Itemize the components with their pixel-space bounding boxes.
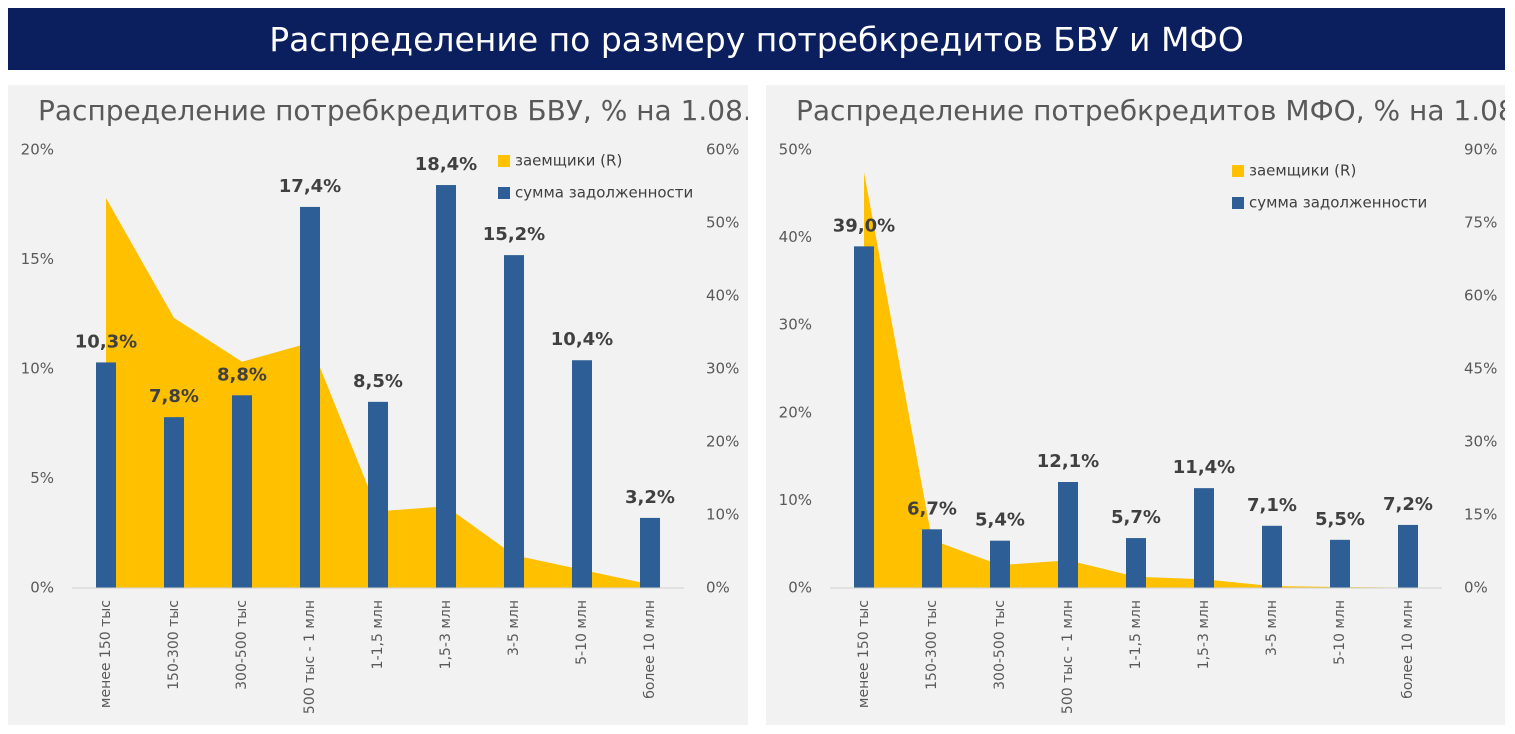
y-tick-label: 15% [21,250,54,268]
bar [232,395,252,588]
data-label: 7,8% [149,386,199,407]
legend-label: заемщики (R) [1249,162,1356,180]
chart-title: Распределение потребкредитов БВУ, % на 1… [38,94,748,127]
legend-label: сумма задолженности [1249,194,1427,212]
x-tick-label: более 10 млн [642,600,658,699]
data-label: 7,1% [1247,495,1297,516]
data-label: 8,8% [217,364,267,385]
y2-tick-label: 0% [706,579,730,597]
bar [572,360,592,588]
chart: Распределение потребкредитов БВУ, % на 1… [21,94,820,714]
x-tick-label: 500 тыс - 1 млн [1060,600,1076,714]
data-label: 8,5% [353,371,403,392]
x-tick-label: 5-10 млн [574,600,590,665]
y-tick-label: 30% [779,316,812,334]
data-label: 6,7% [907,498,957,519]
y2-tick-label: 10% [706,506,739,524]
y-tick-label: 0% [30,579,54,597]
x-tick-label: 1-1,5 млн [370,600,386,669]
bar [300,206,320,588]
data-label: 5,5% [1315,509,1365,530]
y2-tick-label: 60% [1464,287,1497,305]
x-tick-label: 150-300 тыс [166,600,182,690]
chart-panel: Распределение потребкредитов МФО, % на 1… [766,85,1515,725]
bar [1126,538,1146,588]
chart: Распределение потребкредитов МФО, % на 1… [779,94,1515,714]
y2-tick-label: 90% [1464,141,1497,159]
x-tick-label: более 10 млн [1400,600,1416,699]
legend-swatch [498,155,510,167]
x-tick-label: 3-5 млн [506,600,522,656]
bar [1058,482,1078,588]
data-label: 7,2% [1383,494,1433,515]
legend-swatch [1232,165,1244,177]
bar [96,362,116,588]
data-label: 10,4% [551,329,613,350]
bar [640,517,660,588]
bar [504,255,524,588]
y-tick-label: 10% [21,360,54,378]
data-label: 5,4% [975,510,1025,531]
x-tick-label: 5-10 млн [1332,600,1348,665]
y2-tick-label: 30% [1464,433,1497,451]
x-tick-label: 500 тыс - 1 млн [302,600,318,714]
data-label: 17,4% [279,176,341,197]
data-label: 15,2% [483,224,545,245]
bar [854,246,874,589]
chart-panel: Распределение потребкредитов БВУ, % на 1… [8,85,820,725]
y2-tick-label: 0% [1464,579,1488,597]
x-tick-label: 1,5-3 млн [1196,600,1212,669]
y2-tick-label: 30% [706,360,739,378]
header-title: Распределение по размеру потребкредитов … [8,8,1505,70]
x-tick-label: 150-300 тыс [924,600,940,690]
bar [1330,539,1350,588]
y-tick-label: 20% [21,141,54,159]
y-tick-label: 10% [779,491,812,509]
y2-tick-label: 15% [1464,506,1497,524]
bar [368,401,388,588]
y2-tick-label: 40% [706,287,739,305]
legend-swatch [498,187,510,199]
x-tick-label: 1,5-3 млн [438,600,454,669]
data-label: 5,7% [1111,507,1161,528]
data-label: 3,2% [625,487,675,508]
x-tick-label: 300-500 тыс [234,600,250,690]
bar [1262,525,1282,588]
bar [922,529,942,588]
y2-tick-label: 50% [706,214,739,232]
data-label: 18,4% [415,154,477,175]
bar [164,417,184,588]
x-tick-label: менее 150 тыс [98,600,114,708]
y-tick-label: 5% [30,469,54,487]
bar [990,540,1010,588]
area [864,172,1408,588]
y-tick-label: 20% [779,403,812,421]
bar [436,185,456,588]
data-label: 12,1% [1037,451,1099,472]
x-tick-label: 1-1,5 млн [1128,600,1144,669]
x-tick-label: 3-5 млн [1264,600,1280,656]
y-tick-label: 0% [788,579,812,597]
x-tick-label: менее 150 тыс [856,600,872,708]
data-label: 39,0% [833,215,895,236]
legend-label: заемщики (R) [515,152,622,170]
bar [1398,524,1418,588]
legend-label: сумма задолженности [515,184,693,202]
y-tick-label: 50% [779,141,812,159]
data-label: 10,3% [75,331,137,352]
chart-title: Распределение потребкредитов МФО, % на 1… [796,94,1505,127]
legend-swatch [1232,197,1244,209]
data-label: 11,4% [1173,457,1235,478]
y2-tick-label: 20% [706,433,739,451]
y2-tick-label: 60% [706,141,739,159]
y2-tick-label: 45% [1464,360,1497,378]
y2-tick-label: 75% [1464,214,1497,232]
x-tick-label: 300-500 тыс [992,600,1008,690]
y-tick-label: 40% [779,228,812,246]
bar [1194,488,1214,588]
